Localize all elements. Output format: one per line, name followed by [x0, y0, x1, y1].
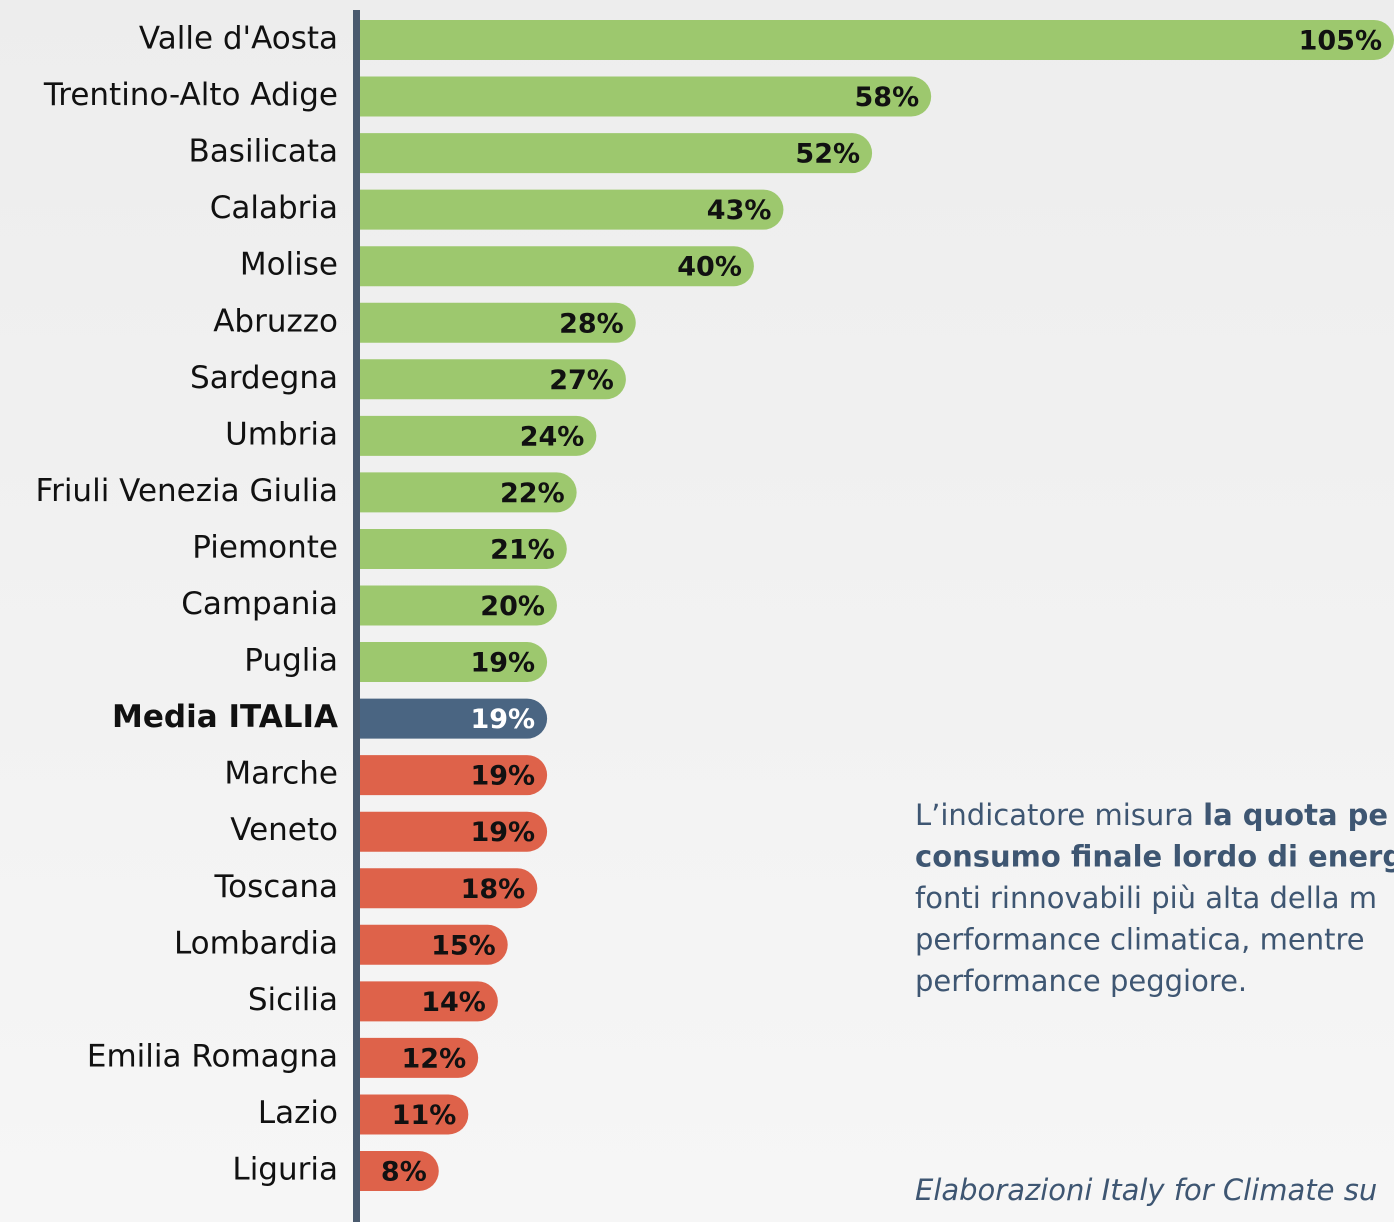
bar — [360, 642, 548, 683]
category-label: Friuli Venezia Giulia — [36, 473, 339, 509]
value-label: 19% — [470, 817, 535, 848]
bar — [360, 189, 784, 230]
annotation-line: performance climatica, mentre — [915, 923, 1365, 957]
value-label: 105% — [1299, 26, 1382, 57]
category-label: Umbria — [225, 416, 338, 452]
category-label: Valle d'Aosta — [139, 21, 338, 57]
bar — [360, 20, 1394, 60]
axis-line — [353, 10, 360, 1222]
bar — [360, 811, 548, 852]
annotation-line: fonti rinnovabili più alta della m — [915, 881, 1377, 915]
annotation-line: performance peggiore. — [915, 964, 1247, 998]
category-label: Calabria — [210, 190, 338, 226]
category-label: Sardegna — [190, 360, 338, 396]
value-label: 24% — [520, 421, 585, 452]
category-label: Emilia Romagna — [87, 1038, 338, 1074]
bar — [360, 698, 548, 739]
value-label: 27% — [549, 365, 614, 396]
category-label: Toscana — [214, 869, 338, 905]
value-label: 18% — [461, 874, 526, 905]
category-label: Veneto — [230, 812, 338, 848]
category-label: Media ITALIA — [112, 699, 338, 735]
bar — [360, 133, 873, 174]
bar — [360, 472, 577, 513]
bar — [360, 585, 557, 626]
annotation-text: consumo finale lordo di energ — [915, 840, 1394, 874]
category-label: Lombardia — [174, 925, 338, 961]
bar — [360, 528, 567, 569]
bar — [360, 981, 498, 1022]
value-label: 22% — [500, 478, 565, 509]
value-label: 52% — [795, 139, 860, 170]
annotation-line: consumo finale lordo di energ — [915, 840, 1394, 874]
bar — [360, 76, 932, 117]
value-label: 8% — [381, 1157, 427, 1188]
category-label: Marche — [224, 756, 338, 792]
value-label: 43% — [707, 195, 772, 226]
value-label: 28% — [559, 308, 624, 339]
category-label: Lazio — [258, 1095, 338, 1131]
category-label: Basilicata — [189, 134, 338, 170]
category-label: Molise — [240, 247, 338, 283]
annotation-line: L’indicatore misura la quota pe — [915, 798, 1388, 832]
bar — [360, 1037, 479, 1078]
bar — [360, 1094, 469, 1135]
category-label: Liguria — [232, 1152, 338, 1188]
bar — [360, 868, 538, 909]
value-label: 20% — [480, 591, 545, 622]
value-label: 19% — [470, 761, 535, 792]
bar — [360, 415, 597, 456]
value-label: 12% — [402, 1043, 467, 1074]
value-label: 15% — [431, 930, 496, 961]
category-label: Trentino-Alto Adige — [43, 77, 338, 113]
value-label: 19% — [470, 704, 535, 735]
bar — [360, 924, 508, 965]
value-label: 14% — [421, 987, 486, 1018]
category-label: Abruzzo — [213, 303, 338, 339]
annotation-text: fonti rinnovabili più alta della m — [915, 881, 1377, 915]
category-label: Piemonte — [192, 529, 338, 565]
annotation-text: performance peggiore. — [915, 964, 1247, 998]
category-label: Campania — [181, 586, 338, 622]
bar — [360, 1151, 439, 1191]
annotation-text: la quota pe — [1203, 798, 1388, 832]
annotation-text: L’indicatore misura — [915, 798, 1203, 832]
annotation-text: performance climatica, mentre — [915, 923, 1365, 957]
value-label: 19% — [470, 648, 535, 679]
bar — [360, 359, 626, 400]
bar — [360, 302, 636, 343]
value-label: 58% — [855, 82, 920, 113]
bar — [360, 755, 548, 796]
source: Elaborazioni Italy for Climate su — [915, 1173, 1377, 1207]
value-label: 40% — [677, 252, 742, 283]
value-label: 11% — [392, 1100, 457, 1131]
bar — [360, 246, 754, 287]
category-label: Puglia — [244, 643, 338, 679]
value-label: 21% — [490, 534, 555, 565]
category-label: Sicilia — [248, 982, 338, 1018]
